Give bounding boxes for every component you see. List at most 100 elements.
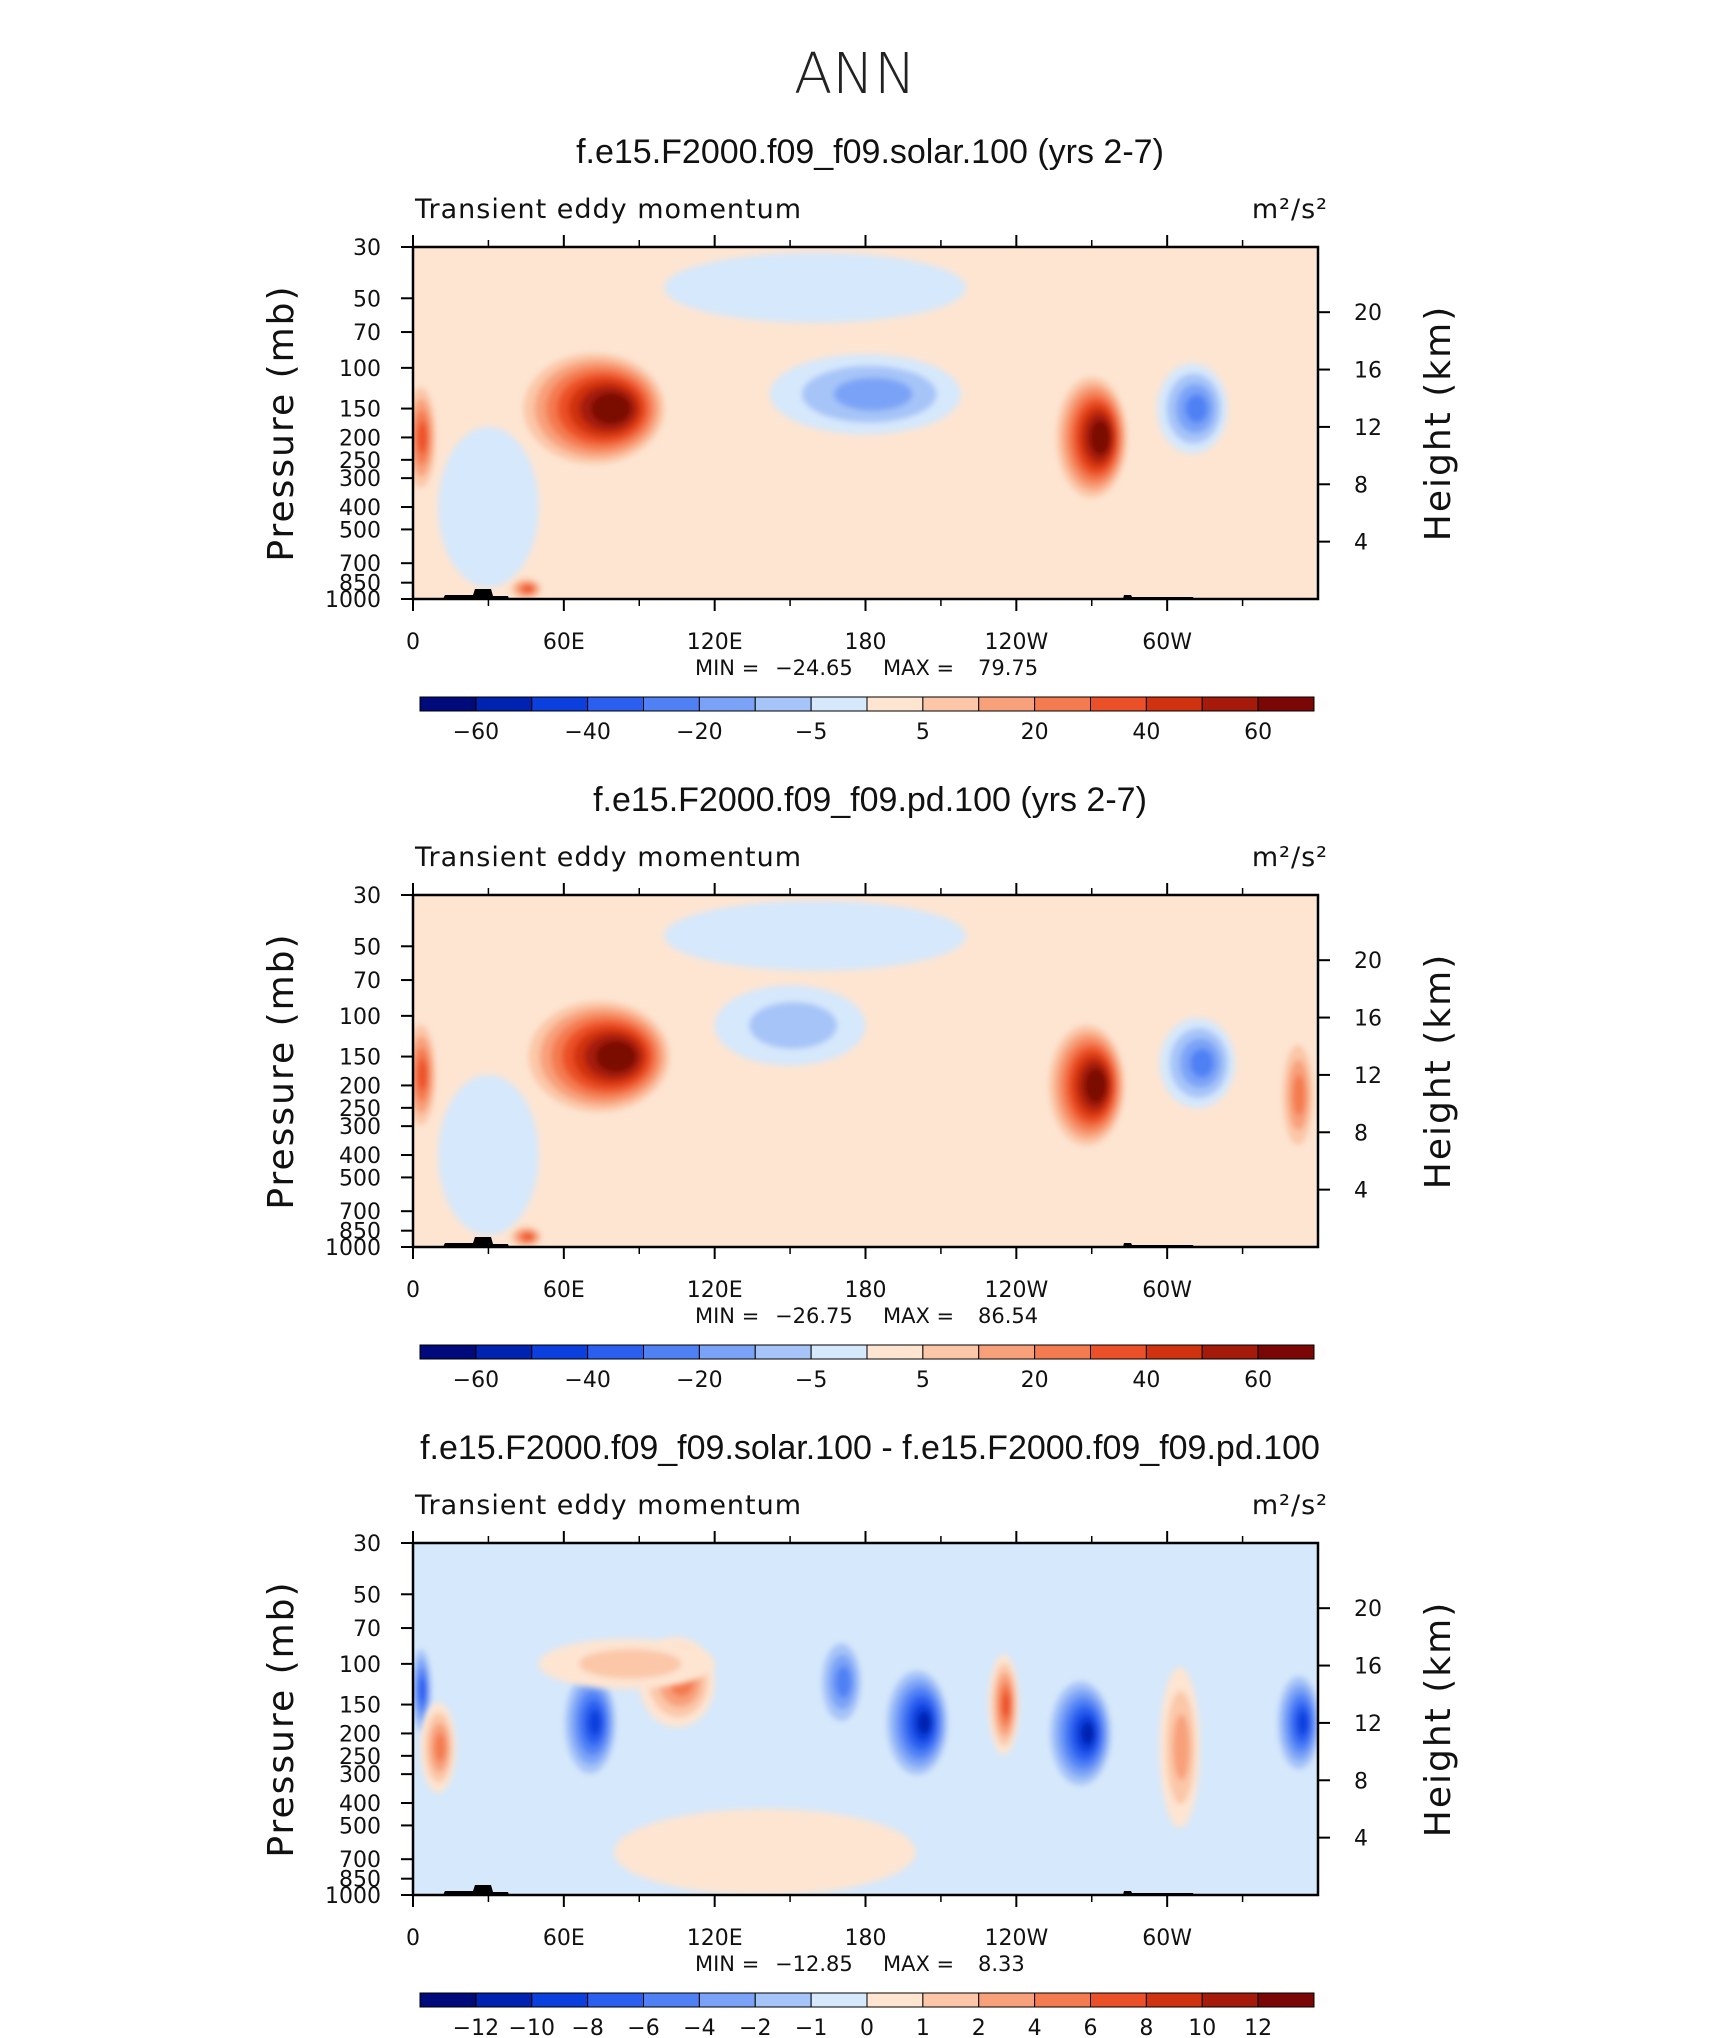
contour-level (523, 1233, 533, 1241)
height-tick-label: 8 (1354, 1769, 1368, 1794)
positive-anomaly-1 (1049, 1025, 1125, 1146)
colorbar-box (531, 1992, 589, 2008)
colorbar-label: −10 (509, 2016, 555, 2038)
height-tick-label: 20 (1354, 301, 1382, 326)
negative-anomaly-5 (714, 985, 866, 1066)
colorbar-box (1257, 1992, 1315, 2008)
colorbar-label: 2 (972, 2016, 986, 2038)
colorbar-box (754, 1344, 812, 1360)
contour-level (417, 1058, 428, 1091)
panel-title: f.e15.F2000.f09_f09.pd.100 (yrs 2-7) (593, 781, 1147, 819)
pressure-tick-label: 200 (339, 426, 381, 451)
pressure-tick-label: 700 (339, 1200, 381, 1225)
colorbar-box (1090, 1992, 1147, 2008)
colorbar-box (419, 1992, 477, 2008)
height-tick-label: 4 (1354, 1827, 1368, 1852)
positive-anomaly-3 (1282, 1044, 1313, 1146)
negative-anomaly-7 (438, 426, 539, 588)
colorbar-label: 40 (1132, 1368, 1160, 1393)
height-tick-label: 12 (1354, 1064, 1382, 1089)
colorbar-box (643, 696, 700, 712)
colorbar-label: −2 (739, 2016, 771, 2038)
colorbar-box (475, 1344, 533, 1360)
pressure-tick-label: 50 (353, 1583, 381, 1608)
height-tick-label: 12 (1354, 1712, 1382, 1737)
colorbar-box (978, 1344, 1036, 1360)
longitude-tick-label: 60W (1142, 1926, 1192, 1951)
pressure-tick-label: 200 (339, 1074, 381, 1099)
longitude-tick-label: 120W (984, 1278, 1048, 1303)
colorbar-label: −20 (676, 1368, 722, 1393)
longitude-tick-label: 60E (543, 1278, 585, 1303)
pressure-tick-label: 200 (339, 1722, 381, 1747)
contour-level (418, 1677, 427, 1704)
longitude-tick-label: 60W (1142, 1278, 1192, 1303)
longitude-tick-label: 120E (687, 630, 743, 655)
positive-anomaly-4 (511, 1226, 542, 1247)
colorbar-box (754, 696, 812, 712)
contour-level (1095, 427, 1108, 448)
pressure-tick-label: 400 (339, 1792, 381, 1817)
colorbar-box (587, 1992, 644, 2008)
pressure-tick-label: 50 (353, 287, 381, 312)
height-tick-label: 4 (1354, 1179, 1368, 1204)
colorbar-box (1257, 1344, 1315, 1360)
colorbar-box (475, 1992, 533, 2008)
colorbar-label: 12 (1244, 2016, 1272, 2038)
positive-anomaly-1 (1056, 377, 1127, 498)
pressure-tick-label: 300 (339, 467, 381, 492)
longitude-tick-label: 0 (406, 1926, 420, 1951)
colorbar-box (643, 1992, 700, 2008)
y-axis-right-title: Height (km) (1418, 305, 1459, 541)
longitude-tick-label: 120E (687, 1278, 743, 1303)
colorbar-box (1257, 696, 1315, 712)
colorbar-label: −6 (627, 2016, 659, 2038)
contour-level (578, 1649, 682, 1679)
colorbar-box (587, 696, 644, 712)
contour-level (833, 377, 913, 411)
panel-difference: f.e15.F2000.f09_f09.solar.100 - f.e15.F2… (261, 1429, 1459, 2038)
colorbar-box (475, 696, 533, 712)
colorbar-label: −40 (564, 720, 610, 745)
longitude-tick-label: 60W (1142, 630, 1192, 655)
colorbar-box (1201, 1992, 1259, 2008)
pressure-tick-label: 30 (353, 884, 381, 909)
colorbar-box (866, 696, 924, 712)
contour-level (1002, 1691, 1011, 1718)
min-label: MIN = (695, 656, 759, 680)
colorbar-box (531, 696, 589, 712)
pressure-tick-label: 400 (339, 1144, 381, 1169)
panel-title: f.e15.F2000.f09_f09.solar.100 (yrs 2-7) (576, 133, 1164, 171)
colorbar-label: 10 (1188, 2016, 1216, 2038)
pressure-tick-label: 100 (339, 1005, 381, 1030)
max-value: 8.33 (978, 1952, 1025, 1976)
height-tick-label: 16 (1354, 359, 1382, 384)
colorbar-box (866, 1992, 924, 2008)
longitude-tick-label: 0 (406, 630, 420, 655)
positive-anomaly-9 (1159, 1667, 1200, 1828)
colorbar-label: −20 (676, 720, 722, 745)
colorbar-label: 60 (1244, 720, 1272, 745)
height-tick-label: 8 (1354, 473, 1368, 498)
colorbar-box (419, 1344, 477, 1360)
pressure-tick-label: 850 (339, 1220, 381, 1245)
pressure-tick-label: 300 (339, 1115, 381, 1140)
contour-field (413, 247, 1318, 599)
contour-level (1173, 1714, 1190, 1781)
colorbar-box (698, 1992, 756, 2008)
pressure-tick-label: 250 (339, 1745, 381, 1770)
longitude-tick-label: 60E (543, 630, 585, 655)
y-axis-right-title: Height (km) (1418, 953, 1459, 1189)
figure-title: ANN (794, 42, 916, 107)
colorbar-label: −12 (453, 2016, 499, 2038)
contour-level (601, 399, 626, 418)
min-value: −12.85 (775, 1952, 853, 1976)
longitude-tick-label: 120W (984, 1926, 1048, 1951)
min-label: MIN = (695, 1952, 759, 1976)
pressure-tick-label: 150 (339, 1046, 381, 1071)
height-tick-label: 20 (1354, 949, 1382, 974)
pressure-tick-label: 150 (339, 398, 381, 423)
negative-anomaly-4 (1272, 1667, 1318, 1779)
positive-anomaly-2 (413, 1024, 436, 1126)
pressure-tick-label: 30 (353, 236, 381, 261)
